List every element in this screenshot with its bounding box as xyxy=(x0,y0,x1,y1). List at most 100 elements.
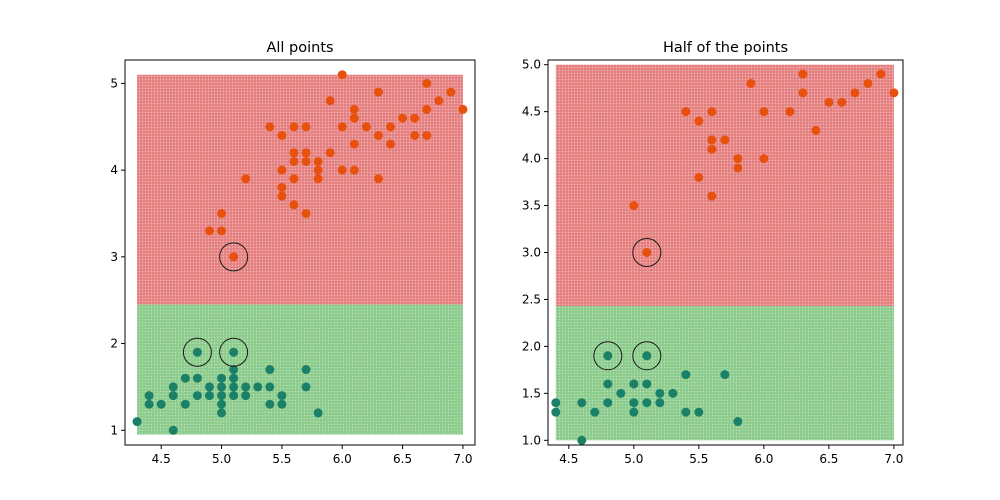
y-tick-label: 1.5 xyxy=(522,386,541,400)
data-point-lower xyxy=(241,382,251,392)
data-point-upper xyxy=(446,87,456,97)
highlight-ring xyxy=(632,341,662,371)
data-point-lower xyxy=(217,373,227,383)
data-point-lower xyxy=(192,347,202,357)
data-point-upper xyxy=(811,125,821,135)
data-point-upper xyxy=(277,191,287,201)
data-point-lower xyxy=(629,407,639,417)
chart-title: All points xyxy=(266,40,333,56)
data-point-upper xyxy=(373,87,383,97)
y-tick-label: 1 xyxy=(110,423,118,437)
data-point-lower xyxy=(192,373,202,383)
data-point-upper xyxy=(373,174,383,184)
data-point-lower xyxy=(265,399,275,409)
data-point-upper xyxy=(289,156,299,166)
data-point-upper xyxy=(759,154,769,164)
data-point-upper xyxy=(313,174,323,184)
data-point-lower xyxy=(277,399,287,409)
data-point-upper xyxy=(759,107,769,117)
data-point-upper xyxy=(349,104,359,114)
data-point-lower xyxy=(655,398,665,408)
data-point-upper xyxy=(798,69,808,79)
data-point-lower xyxy=(217,399,227,409)
data-point-upper xyxy=(289,200,299,210)
data-point-upper xyxy=(707,144,717,154)
data-point-upper xyxy=(707,191,717,201)
highlight-ring xyxy=(593,341,623,371)
data-point-upper xyxy=(361,122,371,132)
data-point-lower xyxy=(168,382,178,392)
data-point-upper xyxy=(229,252,239,262)
region-lower xyxy=(137,304,463,435)
x-tick-label: 6.5 xyxy=(393,452,412,466)
data-point-upper xyxy=(642,248,652,257)
y-tick-label: 1.0 xyxy=(522,433,541,447)
x-tick-label: 5.0 xyxy=(624,452,643,466)
highlight-ring xyxy=(182,337,212,367)
data-point-upper xyxy=(733,154,743,164)
x-tick-label: 5.5 xyxy=(689,452,708,466)
x-tick-label: 6.5 xyxy=(819,452,838,466)
data-point-lower xyxy=(603,398,613,408)
data-point-lower xyxy=(629,379,639,389)
y-tick-label: 5 xyxy=(110,76,118,90)
data-point-upper xyxy=(204,226,214,236)
y-tick-label: 4 xyxy=(110,163,118,177)
data-point-lower xyxy=(180,399,190,409)
data-point-lower xyxy=(265,365,275,375)
data-point-upper xyxy=(422,130,432,140)
data-point-lower xyxy=(603,379,613,389)
data-point-lower xyxy=(192,391,202,401)
data-point-lower xyxy=(616,388,626,398)
data-point-upper xyxy=(629,201,639,211)
data-point-lower xyxy=(217,391,227,401)
data-point-lower xyxy=(313,408,323,418)
data-point-lower xyxy=(204,391,214,401)
highlight-ring xyxy=(632,238,662,267)
data-point-lower xyxy=(642,379,652,389)
data-point-upper xyxy=(241,174,251,184)
data-point-upper xyxy=(289,174,299,184)
data-point-upper xyxy=(337,122,347,132)
data-point-lower xyxy=(241,391,251,401)
data-point-upper xyxy=(410,113,420,123)
data-point-lower xyxy=(229,373,239,383)
data-point-lower xyxy=(301,365,311,375)
x-tick-label: 6.0 xyxy=(754,452,773,466)
data-point-lower xyxy=(253,382,263,392)
data-point-upper xyxy=(349,165,359,175)
data-point-lower xyxy=(551,398,561,408)
data-point-lower xyxy=(180,373,190,383)
x-tick-label: 4.5 xyxy=(152,452,171,466)
region-upper xyxy=(137,74,463,305)
data-point-upper xyxy=(373,130,383,140)
x-tick-label: 7.0 xyxy=(453,452,472,466)
y-tick-label: 5.0 xyxy=(522,58,541,72)
data-point-lower xyxy=(603,351,613,361)
data-point-upper xyxy=(733,163,743,173)
data-point-upper xyxy=(798,88,808,98)
chart-half-of-the-points: 4.5 5.0 5.5 6.0 6.5 7.0 1.0 1.5 2.0 2.5 3.0 3.5 4.0 4… xyxy=(522,40,904,466)
data-point-lower xyxy=(668,388,678,398)
data-point-upper xyxy=(694,116,704,126)
data-point-lower xyxy=(229,391,239,401)
data-point-lower xyxy=(229,365,239,375)
region-upper xyxy=(555,64,894,307)
x-tick-label: 5.0 xyxy=(212,452,231,466)
y-tick-label: 3 xyxy=(110,250,118,264)
y-tick-label: 3.5 xyxy=(522,199,541,213)
data-point-lower xyxy=(733,417,743,427)
data-point-lower xyxy=(265,382,275,392)
data-point-upper xyxy=(301,148,311,158)
highlight-ring xyxy=(219,337,249,367)
x-tick-label: 7.0 xyxy=(884,452,903,466)
data-point-upper xyxy=(434,96,444,106)
data-point-upper xyxy=(277,165,287,175)
data-point-upper xyxy=(301,156,311,166)
data-point-upper xyxy=(410,130,420,140)
data-point-upper xyxy=(301,122,311,132)
data-point-lower xyxy=(629,398,639,408)
data-point-upper xyxy=(824,97,834,107)
data-point-lower xyxy=(156,399,166,409)
